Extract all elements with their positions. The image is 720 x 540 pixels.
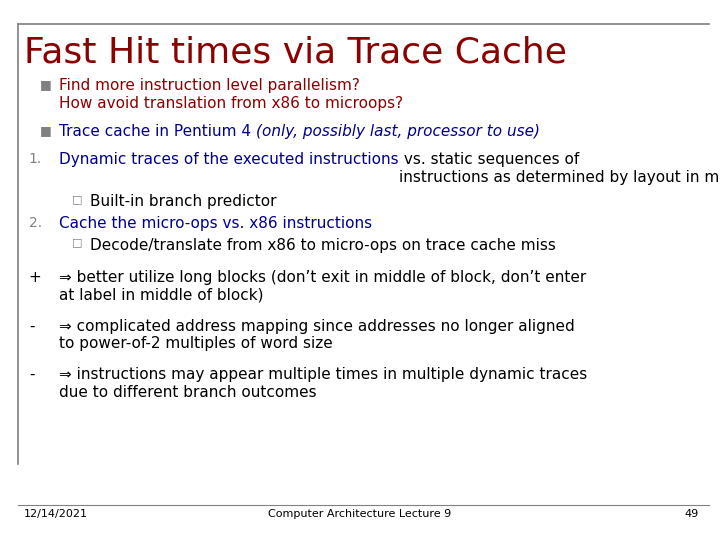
Text: (only, possibly last, processor to use): (only, possibly last, processor to use) <box>256 124 540 139</box>
Text: Decode/translate from x86 to micro-ops on trace cache miss: Decode/translate from x86 to micro-ops o… <box>90 238 556 253</box>
Text: ⇒ complicated address mapping since addresses no longer aligned
to power-of-2 mu: ⇒ complicated address mapping since addr… <box>59 319 575 351</box>
Text: 2.: 2. <box>29 216 42 230</box>
Text: ■: ■ <box>40 78 51 91</box>
Text: +: + <box>29 270 42 285</box>
Text: vs. static sequences of
instructions as determined by layout in memory: vs. static sequences of instructions as … <box>399 152 720 185</box>
Text: Computer Architecture Lecture 9: Computer Architecture Lecture 9 <box>269 509 451 519</box>
Text: ⇒ better utilize long blocks (don’t exit in middle of block, don’t enter
at labe: ⇒ better utilize long blocks (don’t exit… <box>59 270 586 302</box>
Text: □: □ <box>72 194 83 205</box>
Text: Trace cache in Pentium 4: Trace cache in Pentium 4 <box>59 124 256 139</box>
Text: Dynamic traces of the executed instructions: Dynamic traces of the executed instructi… <box>59 152 399 167</box>
Text: 49: 49 <box>684 509 698 519</box>
Text: Built-in branch predictor: Built-in branch predictor <box>90 194 276 210</box>
Text: 1.: 1. <box>29 152 42 166</box>
Text: ⇒ instructions may appear multiple times in multiple dynamic traces
due to diffe: ⇒ instructions may appear multiple times… <box>59 367 588 400</box>
Text: 12/14/2021: 12/14/2021 <box>24 509 88 519</box>
Text: -: - <box>29 367 35 382</box>
Text: ■: ■ <box>40 124 51 137</box>
Text: Fast Hit times via Trace Cache: Fast Hit times via Trace Cache <box>24 35 567 69</box>
Text: Find more instruction level parallelism?
How avoid translation from x86 to micro: Find more instruction level parallelism?… <box>59 78 403 111</box>
Text: □: □ <box>72 238 83 248</box>
Text: Cache the micro-ops vs. x86 instructions: Cache the micro-ops vs. x86 instructions <box>59 216 372 231</box>
Text: -: - <box>29 319 35 334</box>
